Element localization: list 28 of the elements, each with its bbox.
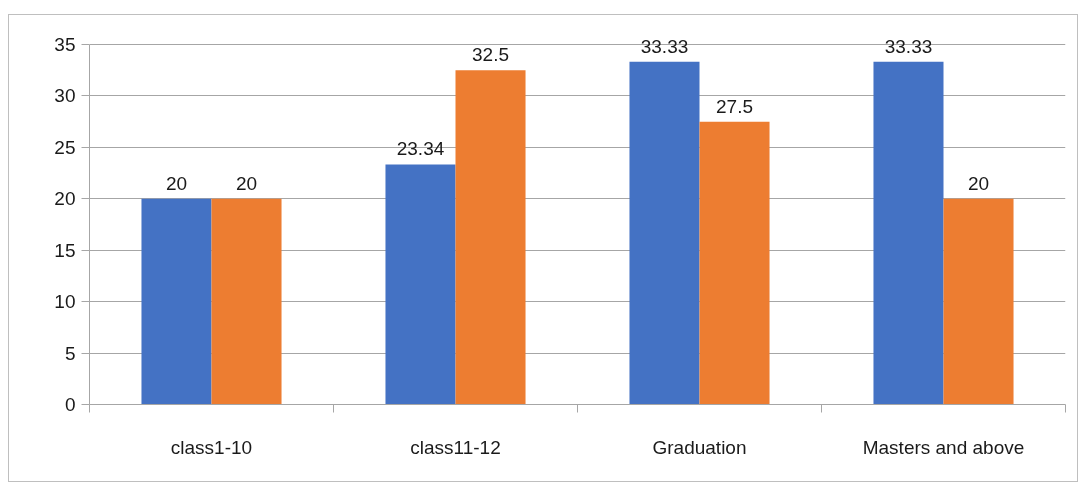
data-label: 20 — [165, 172, 188, 194]
y-tick-label: 30 — [54, 85, 76, 107]
x-tick-label: Graduation — [652, 436, 747, 458]
data-label: 20 — [967, 172, 990, 194]
y-tick-label: 15 — [54, 239, 76, 261]
x-tick-label: class11-12 — [410, 436, 501, 458]
bar — [211, 198, 282, 405]
y-tick-label: 35 — [54, 34, 76, 55]
data-label: 20 — [235, 172, 258, 194]
data-label: 33.33 — [884, 35, 933, 57]
data-label: 23.34 — [396, 138, 445, 160]
data-label: 32.5 — [472, 44, 510, 66]
bar — [141, 198, 212, 405]
bar — [629, 61, 700, 405]
bar — [385, 164, 456, 405]
y-tick-label: 5 — [64, 342, 76, 364]
y-tick-label: 10 — [54, 291, 76, 313]
y-tick-label: 20 — [54, 188, 76, 210]
x-tick-label: class1-10 — [170, 436, 253, 458]
y-tick-label: 0 — [64, 394, 76, 415]
bar — [943, 198, 1014, 405]
bar — [699, 121, 770, 405]
y-tick-label: 25 — [54, 136, 76, 158]
data-label: 27.5 — [716, 95, 754, 117]
x-tick-label: Masters and above — [862, 436, 1025, 458]
data-label: 33.33 — [640, 35, 689, 57]
bar — [455, 70, 526, 405]
bar — [873, 61, 944, 405]
